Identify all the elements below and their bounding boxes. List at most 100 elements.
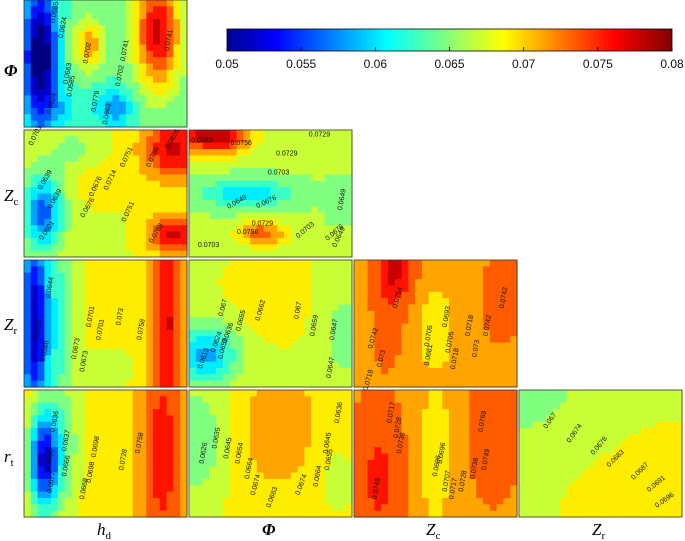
field-cell xyxy=(37,504,45,512)
field-cell xyxy=(125,212,134,220)
field-cell xyxy=(125,329,134,337)
field-cell xyxy=(173,155,181,163)
field-cell xyxy=(44,95,52,103)
field-cell xyxy=(64,380,73,388)
field-cell xyxy=(270,206,278,214)
field-cell xyxy=(98,114,107,122)
contour-label: 0.0698 xyxy=(91,436,102,458)
field-cell xyxy=(449,472,457,480)
field-cell xyxy=(57,149,66,156)
field-cell xyxy=(381,310,389,318)
field-cell xyxy=(338,231,346,239)
field-cell xyxy=(270,348,278,356)
field-cell xyxy=(607,459,615,467)
field-cell xyxy=(51,142,59,150)
field-cell xyxy=(519,421,527,429)
field-cell xyxy=(173,504,181,512)
field-cell xyxy=(91,380,100,388)
field-cell xyxy=(78,155,86,163)
field-cell xyxy=(159,291,168,299)
field-cell xyxy=(627,459,636,467)
field-cell xyxy=(125,380,134,388)
field-cell xyxy=(112,342,120,350)
field-cell xyxy=(153,279,161,286)
field-cell xyxy=(243,161,251,169)
field-cell xyxy=(586,504,595,512)
field-cell xyxy=(119,63,127,71)
field-cell xyxy=(387,485,396,493)
field-cell xyxy=(449,367,457,375)
field-cell xyxy=(489,367,498,375)
field-cell xyxy=(98,472,107,480)
field-cell xyxy=(216,434,224,442)
field-cell xyxy=(250,193,258,201)
field-cell xyxy=(85,114,93,122)
field-cell xyxy=(345,478,353,486)
contour-label: 0.0758 xyxy=(135,432,146,454)
field-cell xyxy=(139,361,147,369)
field-cell xyxy=(483,472,491,480)
field-cell xyxy=(580,428,588,436)
field-cell xyxy=(360,402,369,410)
field-cell xyxy=(98,38,107,46)
field-cell xyxy=(496,342,505,350)
field-cell xyxy=(415,409,423,416)
field-cell xyxy=(91,440,100,448)
field-cell xyxy=(600,510,608,518)
field-cell xyxy=(64,310,73,318)
field-cell xyxy=(338,497,346,505)
field-cell xyxy=(57,342,66,350)
field-cell xyxy=(297,342,306,350)
field-cell xyxy=(112,50,120,58)
field-cell xyxy=(435,285,443,293)
field-cell xyxy=(311,497,319,505)
field-cell xyxy=(119,478,127,486)
field-cell xyxy=(153,237,161,245)
field-cell xyxy=(180,244,188,252)
field-cell xyxy=(566,440,574,448)
field-cell xyxy=(98,298,107,306)
field-cell xyxy=(30,260,39,267)
field-cell xyxy=(496,504,505,512)
field-cell xyxy=(125,250,134,258)
field-cell xyxy=(30,348,39,356)
field-cell xyxy=(250,187,258,195)
field-cell xyxy=(668,504,676,512)
field-cell xyxy=(112,114,120,122)
field-cell xyxy=(236,193,244,201)
field-cell xyxy=(173,336,181,344)
field-cell xyxy=(180,478,188,486)
field-cell xyxy=(263,199,272,207)
field-cell xyxy=(37,374,45,382)
field-cell xyxy=(277,180,285,188)
field-cell xyxy=(91,272,100,280)
field-cell xyxy=(119,355,127,363)
field-cell xyxy=(374,459,382,467)
field-cell xyxy=(91,279,100,286)
field-cell xyxy=(415,291,423,299)
field-cell xyxy=(394,323,403,331)
field-cell xyxy=(78,244,86,252)
field-cell xyxy=(483,491,491,499)
field-cell xyxy=(476,285,484,293)
field-cell xyxy=(489,491,498,499)
field-cell xyxy=(421,298,430,306)
field-cell xyxy=(112,69,120,77)
field-cell xyxy=(654,472,663,480)
field-cell xyxy=(277,130,285,137)
field-cell xyxy=(153,491,161,499)
contour-label: 0.0666 xyxy=(61,455,72,477)
field-cell xyxy=(229,428,238,436)
field-cell xyxy=(607,396,615,404)
field-cell xyxy=(401,342,409,350)
field-cell xyxy=(57,19,66,26)
field-cell xyxy=(354,459,362,467)
field-cell xyxy=(401,260,409,267)
field-cell xyxy=(270,155,278,163)
field-cell xyxy=(105,57,113,65)
field-cell xyxy=(30,155,39,163)
field-cell xyxy=(57,409,66,416)
field-cell xyxy=(146,142,154,150)
field-cell xyxy=(30,31,39,39)
field-cell xyxy=(449,260,457,267)
